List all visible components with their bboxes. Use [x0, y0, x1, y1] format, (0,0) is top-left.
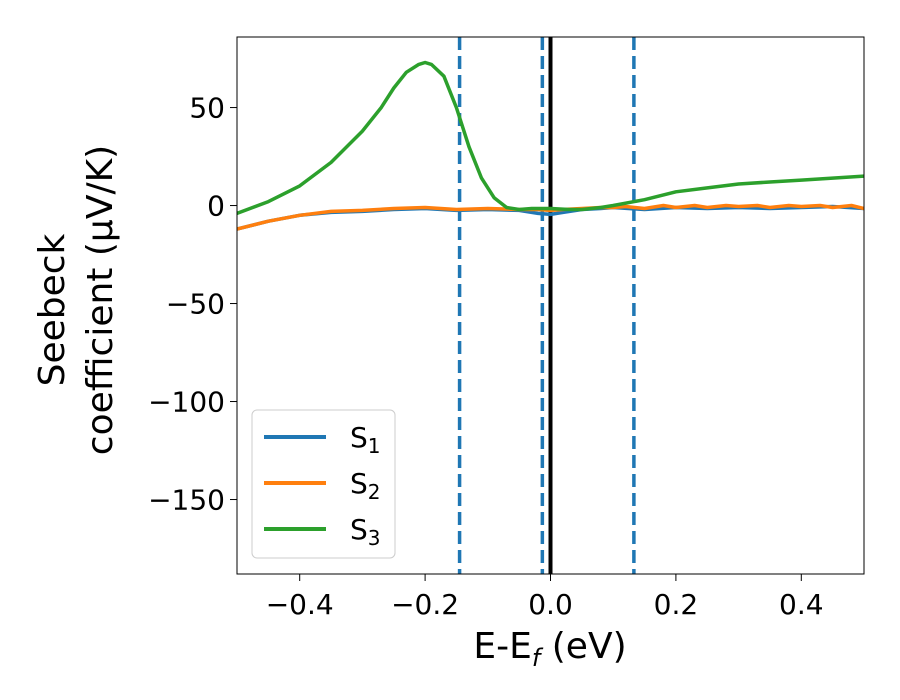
- legend-label-sub: 1: [368, 434, 381, 458]
- y-tick-label: −100: [148, 386, 225, 419]
- y-tick-label: −150: [148, 484, 225, 517]
- y-axis-label-line1: Seebeck: [32, 233, 73, 386]
- x-tick-label: 0.4: [779, 588, 824, 621]
- x-tick-label: 0.2: [654, 588, 699, 621]
- series-lines: [237, 60, 864, 231]
- legend-label-1: S1: [350, 421, 381, 458]
- y-tick-label: −50: [166, 288, 225, 321]
- y-axis-title: Seebeck coefficient (μV/K): [32, 145, 121, 455]
- x-axis-label-main: E-E: [473, 626, 531, 667]
- x-axis-label: E-Ef (eV): [473, 626, 626, 672]
- legend-label-3: S3: [350, 513, 381, 550]
- y-axis-ticks: 50 0 −50 −100 −150: [148, 92, 237, 517]
- x-tick-label: −0.4: [266, 588, 334, 621]
- legend-label-main: S: [350, 467, 368, 500]
- legend-label-2: S2: [350, 467, 381, 504]
- legend-label-main: S: [350, 513, 368, 546]
- x-axis-ticks: −0.4 −0.2 0.0 0.2 0.4: [266, 574, 824, 621]
- x-tick-label: −0.2: [391, 588, 459, 621]
- y-tick-label: 0: [207, 190, 225, 223]
- y-axis-label-line2: coefficient (μV/K): [80, 145, 121, 455]
- legend-label-sub: 3: [368, 526, 381, 550]
- x-axis-label-unit: (eV): [540, 626, 626, 667]
- series-line-2: [237, 203, 864, 231]
- x-tick-label: 0.0: [528, 588, 573, 621]
- legend-label-main: S: [350, 421, 368, 454]
- series-line-3: [237, 60, 864, 216]
- legend-label-sub: 2: [368, 480, 381, 504]
- y-tick-label: 50: [189, 92, 225, 125]
- vertical-reference-lines: [457, 37, 636, 574]
